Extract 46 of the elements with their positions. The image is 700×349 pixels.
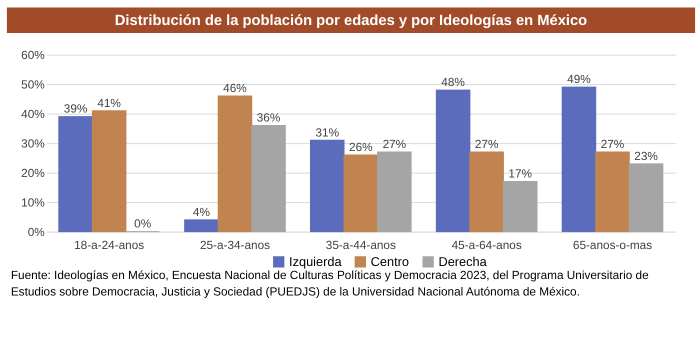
bar	[344, 154, 378, 232]
bar	[251, 124, 286, 232]
y-tick-label: 30%	[21, 138, 46, 151]
data-label: 0%	[134, 218, 152, 231]
bar	[595, 152, 630, 232]
y-tick-label: 60%	[21, 49, 46, 62]
data-label: 48%	[441, 76, 466, 90]
bar	[310, 140, 345, 232]
data-label: 46%	[223, 82, 248, 96]
data-label: 17%	[508, 168, 533, 181]
legend-label: Derecha	[438, 254, 488, 269]
bar	[218, 95, 252, 232]
y-tick-label: 0%	[28, 226, 46, 240]
y-tick-label: 10%	[21, 196, 46, 210]
data-label: 27%	[474, 138, 499, 152]
data-label: 26%	[349, 141, 374, 154]
bar	[58, 116, 93, 232]
data-label: 41%	[97, 96, 122, 110]
x-tick-label: 18-a-24-anos	[74, 238, 144, 252]
legend-label: Centro	[370, 254, 409, 269]
source-note: Fuente: Ideologías en México, Encuesta Nacional de Culturas Políticas y Democracia 2023, del Programa Universitario de Estudios sobre Democracia, Justicia y Sociedad (PUEDJS) de la Universidad Nacional Autónoma de México.	[10, 268, 650, 299]
data-label: 31%	[315, 126, 340, 140]
data-label: 27%	[600, 138, 625, 152]
data-label: 36%	[256, 112, 281, 125]
bar	[562, 86, 596, 232]
data-label: 27%	[382, 138, 407, 152]
bar	[184, 219, 219, 232]
data-label: 49%	[567, 73, 592, 86]
x-tick-label: 65-anos-o-mas	[572, 238, 652, 252]
bar	[377, 152, 412, 232]
chart-title: Distribución de la población por edades y por Ideologías en México	[114, 13, 588, 30]
bar	[502, 181, 538, 232]
x-tick-label: 35-a-44-anos	[326, 238, 396, 252]
bar	[628, 163, 664, 232]
y-tick-label: 40%	[21, 108, 46, 122]
data-label: 4%	[192, 206, 210, 219]
y-tick-label: 50%	[21, 78, 46, 92]
x-tick-label: 25-a-34-anos	[200, 238, 270, 252]
bar	[436, 90, 470, 232]
bar	[92, 110, 126, 232]
data-label: 23%	[634, 150, 658, 163]
y-tick-label: 20%	[21, 167, 46, 180]
x-tick-label: 45-a-64-anos	[452, 238, 522, 252]
legend-label: Izquierda	[289, 254, 342, 269]
bar	[469, 152, 504, 232]
data-label: 39%	[64, 102, 88, 116]
